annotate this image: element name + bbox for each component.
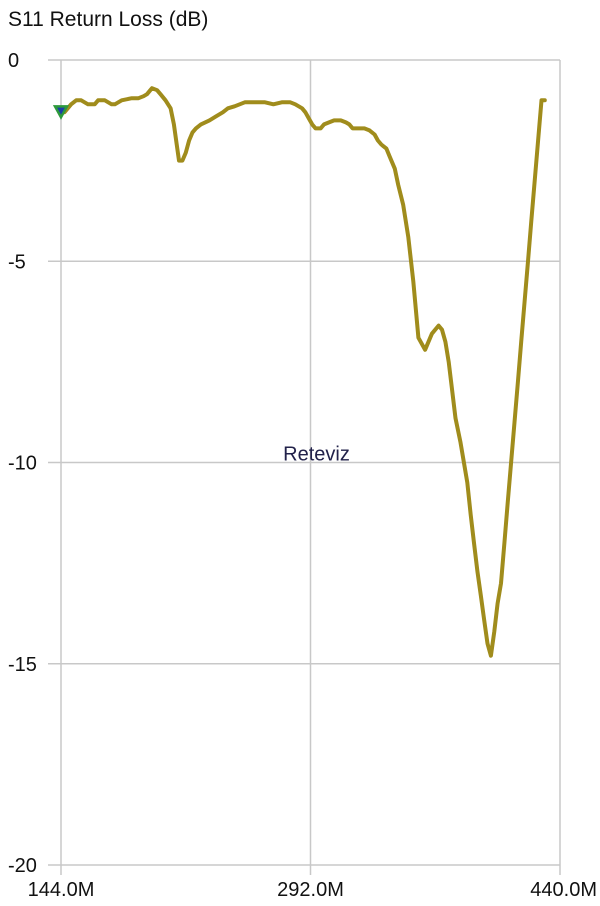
x-tick-label: 144.0M — [28, 879, 95, 901]
marker-triangle — [52, 105, 70, 120]
y-axis-ticks: 0 -5 -10 -15 -20 — [8, 50, 37, 877]
y-tick-label: -15 — [8, 654, 37, 676]
series-line — [59, 86, 547, 658]
x-axis-ticks: 144.0M 292.0M 440.0M — [28, 879, 597, 901]
watermark-text: Reteviz — [283, 444, 350, 466]
y-tick-label: -20 — [8, 855, 37, 877]
y-tick-label: 0 — [8, 50, 19, 72]
y-tick-label: -10 — [8, 453, 37, 475]
y-tick-label: -5 — [8, 251, 26, 273]
chart-grid — [48, 59, 561, 875]
x-tick-label: 292.0M — [277, 879, 344, 901]
series-layer — [52, 86, 547, 658]
chart-title: S11 Return Loss (dB) — [8, 8, 209, 31]
x-tick-label: 440.0M — [530, 879, 597, 901]
